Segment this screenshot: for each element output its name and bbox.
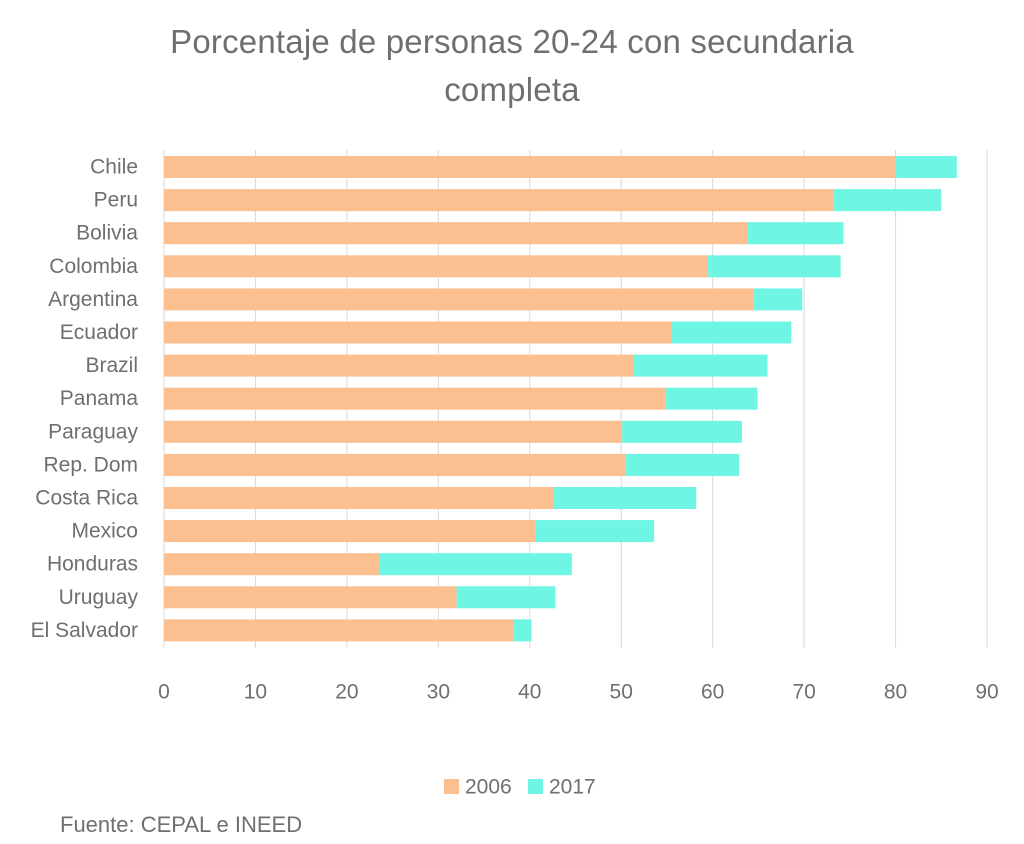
- bar-2017-honduras: [378, 553, 572, 576]
- bar-2006-peru: [164, 189, 834, 212]
- bar-2017-argentina: [753, 288, 803, 311]
- bar-2006-colombia: [164, 255, 709, 278]
- chart-title: Porcentaje de personas 20-24 con secunda…: [0, 18, 1024, 114]
- legend-label-2017: 2017: [549, 776, 596, 799]
- bar-2006-ecuador: [164, 321, 672, 344]
- category-label: Rep. Dom: [43, 453, 138, 476]
- bar-2017-ecuador: [671, 321, 792, 344]
- category-label: Honduras: [47, 553, 138, 576]
- chart-title-line-2: completa: [444, 71, 580, 108]
- category-label: Costa Rica: [35, 487, 138, 510]
- bar-2006-el-salvador: [164, 619, 514, 642]
- category-label: Chile: [90, 156, 138, 179]
- legend-label-2006: 2006: [465, 776, 512, 799]
- bar-2017-bolivia: [747, 222, 844, 245]
- legend-swatch-2006: [444, 779, 459, 794]
- x-tick-label: 90: [975, 681, 998, 704]
- bar-2017-el-salvador: [513, 619, 532, 642]
- bar-2017-peru: [833, 189, 942, 212]
- category-label: Argentina: [48, 288, 138, 311]
- bar-2017-brazil: [634, 354, 768, 377]
- legend-swatch-2017: [528, 779, 543, 794]
- category-label: El Salvador: [31, 619, 138, 642]
- bar-2017-costa-rica: [553, 487, 697, 509]
- bar-2006-costa-rica: [164, 487, 554, 509]
- bar-2006-panama: [164, 387, 666, 410]
- source-note: Fuente: CEPAL e INEED: [60, 812, 303, 837]
- category-label: Brazil: [85, 354, 138, 377]
- bar-2006-brazil: [164, 354, 635, 377]
- bar-2017-uruguay: [456, 586, 556, 609]
- bar-2006-bolivia: [164, 222, 748, 245]
- bar-2006-mexico: [164, 520, 536, 543]
- bar-2006-honduras: [164, 553, 379, 576]
- category-label: Mexico: [71, 520, 138, 543]
- bar-2006-chile: [164, 156, 896, 178]
- category-label: Peru: [94, 189, 138, 212]
- x-tick-label: 60: [701, 681, 724, 704]
- bar-2017-mexico: [535, 520, 655, 543]
- x-tick-label: 0: [158, 681, 170, 704]
- bar-2017-chile: [895, 156, 957, 178]
- bar-2006-uruguay: [164, 586, 457, 609]
- x-tick-label: 40: [518, 681, 541, 704]
- bar-2006-paraguay: [164, 420, 623, 443]
- category-label: Paraguay: [48, 420, 138, 443]
- bar-2006-argentina: [164, 288, 754, 311]
- category-label: Uruguay: [59, 586, 139, 609]
- x-tick-label: 30: [427, 681, 450, 704]
- category-label: Bolivia: [76, 222, 138, 245]
- x-tick-label: 20: [335, 681, 358, 704]
- category-label: Ecuador: [60, 321, 138, 344]
- bar-2006-rep-dom: [164, 453, 626, 476]
- x-tick-label: 10: [244, 681, 267, 704]
- chart-title-line-1: Porcentaje de personas 20-24 con secunda…: [170, 23, 854, 60]
- x-tick-label: 50: [610, 681, 633, 704]
- category-label: Panama: [60, 387, 139, 410]
- bar-2017-colombia: [708, 255, 841, 278]
- category-label: Colombia: [49, 255, 138, 278]
- bar-2017-paraguay: [622, 420, 742, 443]
- x-tick-label: 70: [792, 681, 815, 704]
- bar-2017-rep-dom: [625, 453, 740, 476]
- bar-2017-panama: [665, 387, 758, 410]
- x-tick-label: 80: [884, 681, 907, 704]
